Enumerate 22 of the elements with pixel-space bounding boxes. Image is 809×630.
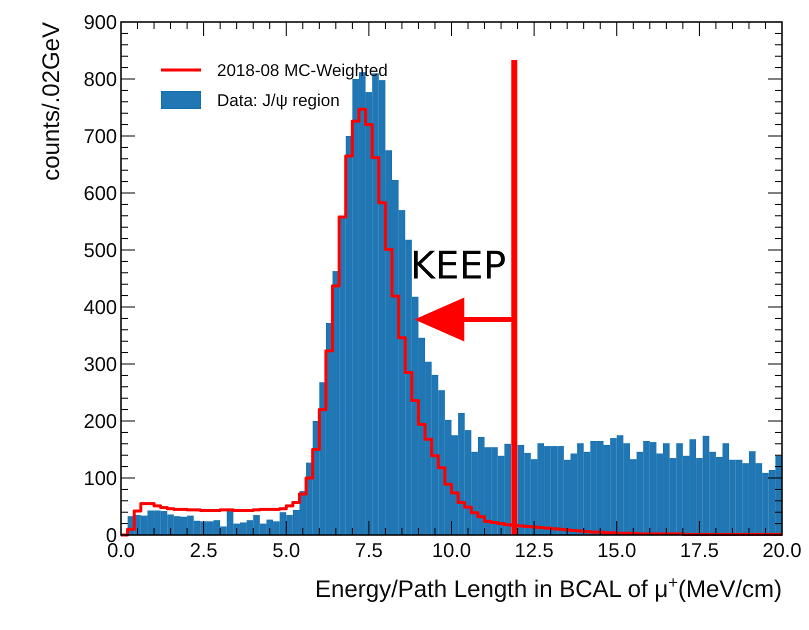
x-tick-label: 15.0: [597, 540, 636, 562]
legend-label: Data: J/ψ region: [217, 90, 340, 110]
x-tick-label: 7.5: [354, 540, 383, 562]
y-tick-label: 400: [84, 297, 117, 319]
x-tick-label: 17.5: [680, 540, 719, 562]
x-tick-label: 5.0: [272, 540, 300, 562]
y-tick-label: 600: [84, 183, 117, 205]
y-tick-label: 500: [84, 240, 117, 262]
x-tick-label: 12.5: [514, 540, 554, 562]
x-tick-label: 10.0: [432, 540, 471, 562]
x-axis-title: Energy/Path Length in BCAL of μ$^{+}$(MeV/cm): [315, 572, 782, 603]
y-tick-label: 300: [84, 354, 117, 376]
x-tick-label: 2.5: [190, 540, 218, 562]
y-tick-label: 800: [84, 69, 117, 91]
y-axis-title: counts/.02GeV: [38, 22, 65, 181]
y-tick-label: 700: [84, 126, 117, 148]
x-tick-label: 20.0: [762, 540, 802, 562]
y-tick-label: 100: [84, 468, 117, 490]
y-tick-label: 200: [84, 411, 117, 433]
legend-label: 2018-08 MC-Weighted: [217, 60, 388, 80]
annotation: KEEP: [410, 244, 506, 288]
y-tick-label: 900: [84, 12, 117, 34]
